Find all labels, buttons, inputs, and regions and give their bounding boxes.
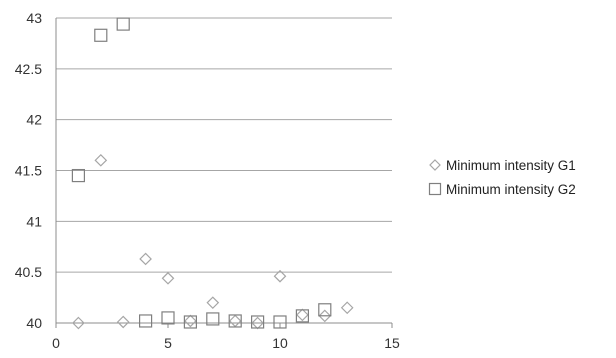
legend: Minimum intensity G1 Minimum intensity G… [428, 156, 576, 204]
x-tick-label: 15 [384, 335, 400, 351]
diamond-point [161, 271, 175, 285]
legend-label-g2: Minimum intensity G2 [446, 181, 576, 197]
diamond-point [340, 301, 354, 315]
y-tick-label: 42.5 [15, 61, 42, 77]
y-tick-label: 40 [26, 315, 42, 331]
square-point [206, 312, 220, 326]
square-point [228, 314, 242, 328]
x-tick-label: 5 [164, 335, 172, 351]
legend-label-g1: Minimum intensity G1 [446, 157, 576, 173]
diamond-point [184, 314, 197, 328]
y-tick-label: 42 [26, 112, 42, 128]
diamond-marker-icon [429, 159, 441, 171]
square-point [183, 315, 197, 329]
square-point [161, 311, 175, 325]
legend-item-g1: Minimum intensity G1 [428, 156, 576, 174]
legend-item-g2: Minimum intensity G2 [428, 180, 576, 198]
x-tick-label: 0 [52, 335, 60, 351]
diamond-point [228, 314, 242, 328]
diamond-point [94, 153, 108, 167]
square-point [116, 17, 130, 31]
square-point [318, 303, 332, 317]
y-tick-label: 43 [26, 10, 42, 26]
diamond-point [139, 252, 152, 266]
gridlines [56, 17, 392, 273]
diamond-point [318, 309, 332, 323]
square-point [273, 315, 287, 329]
square-point [94, 28, 108, 42]
square-marker-icon [428, 182, 442, 196]
diamond-point [116, 315, 130, 329]
square-point [139, 314, 153, 328]
y-tick-label: 40.5 [15, 264, 42, 280]
square-point [295, 309, 309, 323]
x-tick-label: 10 [272, 335, 288, 351]
diamond-point [296, 308, 309, 322]
diamond-point [206, 296, 220, 310]
square-point [71, 168, 86, 183]
data-points [71, 17, 354, 330]
square-point [251, 315, 265, 329]
y-tick-label: 41 [26, 213, 42, 229]
axes [55, 18, 393, 328]
y-tick-label: 41.5 [15, 163, 42, 179]
y-tick-labels: 40 40.5 41 41.5 42 42.5 43 [15, 10, 42, 331]
x-tick-labels: 0 5 10 15 [52, 335, 400, 351]
diamond-point [72, 316, 85, 330]
diamond-point [273, 269, 287, 283]
